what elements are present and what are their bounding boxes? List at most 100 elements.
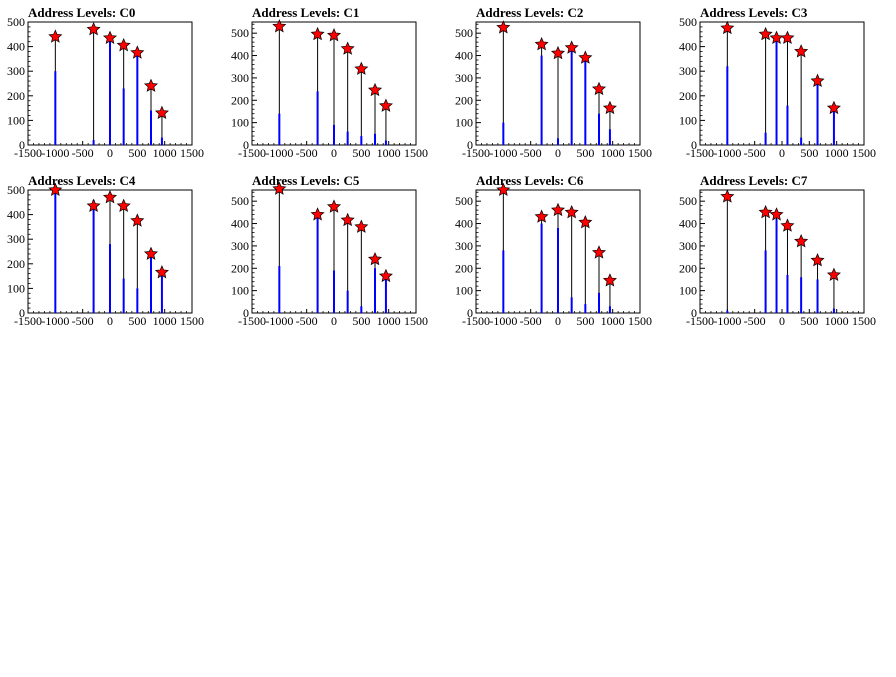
x-tick-label: 500: [352, 314, 370, 328]
peak-marker-star: [534, 209, 549, 223]
peak-marker-star: [367, 82, 383, 97]
peak-marker-star: [826, 100, 841, 115]
peak-marker-star: [143, 246, 159, 260]
y-tick-label: 400: [455, 49, 473, 63]
histogram-bar: [800, 137, 803, 145]
y-tick-label: 0: [243, 138, 249, 152]
histogram-bar: [160, 276, 163, 313]
histogram-bar: [540, 55, 543, 145]
histogram-bar: [764, 132, 767, 145]
panel-title: Address Levels: C2: [476, 5, 583, 20]
y-tick-label: 100: [679, 113, 697, 127]
peak-marker-star: [378, 268, 393, 283]
peak-marker-star: [534, 36, 549, 51]
panel-c0: Address Levels: C00100200300400500-1500-…: [7, 5, 204, 160]
peak-marker-star: [794, 44, 809, 58]
peak-marker-star: [780, 218, 795, 232]
x-tick-label: -500: [520, 314, 542, 328]
peak-marker-star: [378, 98, 393, 112]
peak-marker-star: [758, 204, 773, 219]
histogram-bar: [136, 288, 139, 313]
x-tick-label: 1000: [601, 314, 625, 328]
y-tick-label: 500: [455, 26, 473, 40]
x-tick-label: 0: [779, 146, 785, 160]
x-tick-label: -1500: [686, 314, 714, 328]
y-tick-label: 400: [455, 217, 473, 231]
peak-marker-star: [591, 245, 607, 259]
x-tick-label: 0: [555, 146, 561, 160]
x-tick-label: 0: [107, 314, 113, 328]
x-tick-label: 500: [800, 146, 818, 160]
y-tick-label: 400: [679, 40, 697, 54]
y-tick-label: 0: [19, 138, 25, 152]
peak-marker-star: [130, 45, 145, 59]
x-tick-label: 1000: [153, 314, 177, 328]
peak-marker-star: [794, 234, 809, 248]
x-tick-label: 1000: [601, 146, 625, 160]
y-tick-label: 400: [231, 217, 249, 231]
panel-title: Address Levels: C7: [700, 173, 808, 188]
peak-marker-star: [310, 26, 325, 41]
y-tick-label: 200: [679, 261, 697, 275]
peak-marker-star: [116, 198, 131, 212]
histogram-bar: [816, 279, 819, 313]
peak-marker-star: [769, 207, 784, 221]
y-tick-label: 0: [243, 306, 249, 320]
peak-marker-star: [810, 73, 825, 88]
y-tick-label: 300: [231, 71, 249, 85]
panel-c4: Address Levels: C40100200300400500-1500-…: [7, 173, 204, 328]
histogram-bar: [54, 192, 57, 313]
y-tick-label: 100: [231, 116, 249, 130]
x-tick-label: -1500: [462, 314, 490, 328]
peak-marker-star: [154, 265, 169, 279]
panel-title: Address Levels: C5: [252, 173, 360, 188]
histogram-bar: [608, 306, 611, 313]
x-tick-label: -1000: [489, 314, 517, 328]
histogram-bar: [360, 306, 363, 313]
peak-marker-star: [272, 19, 287, 33]
histogram-bar: [502, 250, 505, 313]
histogram-bar: [832, 308, 835, 313]
x-tick-label: 1500: [180, 314, 204, 328]
x-tick-label: -1500: [238, 146, 266, 160]
panel-c2: Address Levels: C20100200300400500-1500-…: [455, 5, 652, 160]
y-tick-label: 300: [455, 71, 473, 85]
histogram-bar: [278, 266, 281, 313]
histogram-bar: [346, 131, 349, 145]
histogram-bar: [316, 91, 319, 145]
x-tick-label: 1000: [825, 314, 849, 328]
histogram-bar: [54, 71, 57, 145]
y-tick-label: 400: [679, 217, 697, 231]
x-tick-label: 1500: [852, 146, 876, 160]
x-tick-label: -1000: [713, 146, 741, 160]
histogram-bar: [584, 304, 587, 313]
y-tick-label: 100: [7, 113, 25, 127]
peak-marker-star: [326, 28, 342, 42]
y-tick-label: 300: [455, 239, 473, 253]
histogram-bar: [570, 51, 573, 146]
x-tick-label: 500: [800, 314, 818, 328]
plot-frame: [699, 189, 865, 314]
histogram-bar: [346, 290, 349, 313]
peak-marker-star: [354, 219, 369, 233]
y-tick-label: 0: [19, 306, 25, 320]
x-tick-label: -1500: [462, 146, 490, 160]
histogram-bar: [570, 297, 573, 313]
x-tick-label: 500: [352, 146, 370, 160]
x-tick-label: -1000: [41, 146, 69, 160]
histogram-bar: [832, 110, 835, 145]
histogram-bar: [557, 138, 559, 145]
y-tick-label: 500: [231, 194, 249, 208]
y-tick-label: 100: [7, 281, 25, 295]
x-tick-label: 1000: [825, 146, 849, 160]
histogram-bar: [384, 140, 387, 145]
peak-marker-star: [720, 189, 735, 203]
y-tick-label: 200: [231, 261, 249, 275]
x-tick-label: 1000: [153, 146, 177, 160]
peak-marker-star: [578, 50, 593, 64]
peak-marker-star: [550, 202, 566, 217]
peak-marker-star: [496, 182, 511, 196]
x-tick-label: 0: [331, 146, 337, 160]
plot-frame: [699, 21, 865, 146]
